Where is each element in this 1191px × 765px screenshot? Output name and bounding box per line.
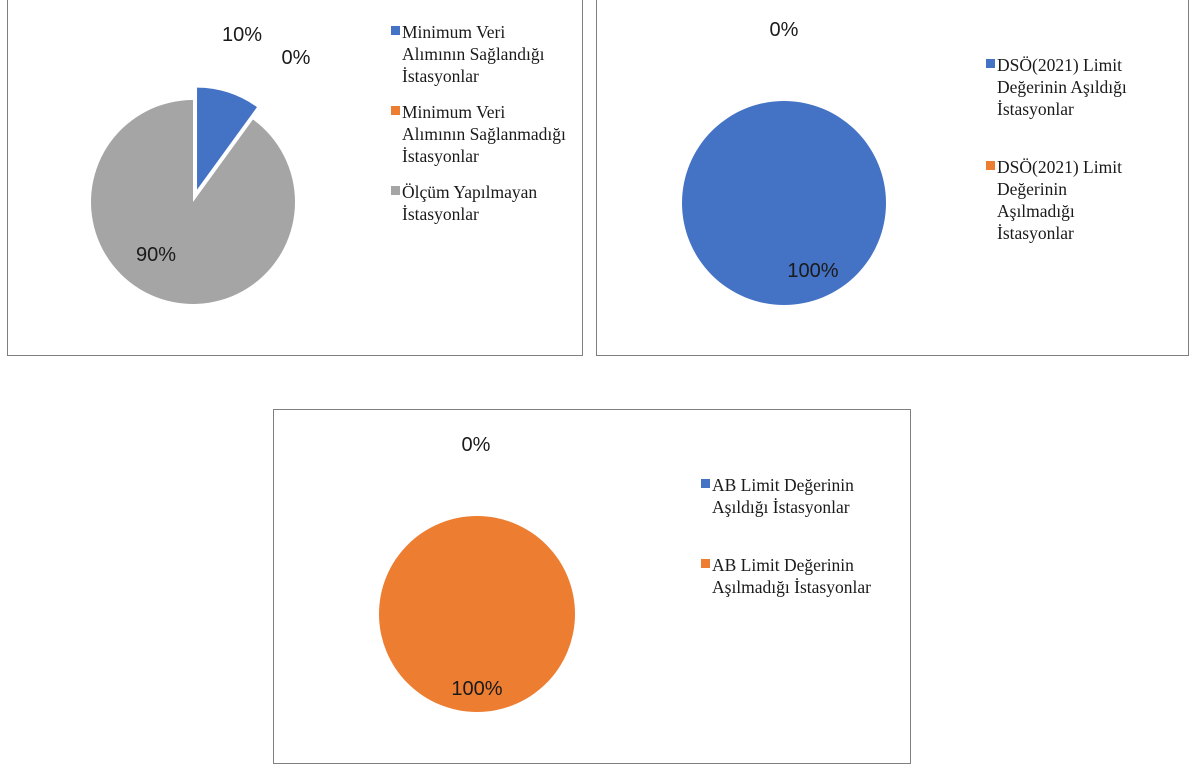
data-label-slice-1: 100%	[787, 260, 838, 282]
legend-item: Minimum Veri Alımının Sağlanmadığı İstas…	[391, 101, 571, 167]
legend-item: DSÖ(2021) Limit Değerinin Aşılmadığı İst…	[986, 156, 1181, 244]
legend-swatch	[391, 106, 400, 115]
legend-label: AB Limit Değerinin Aşıldığı İstasyonlar	[712, 475, 854, 517]
legend-2: DSÖ(2021) Limit Değerinin Aşıldığı İstas…	[986, 54, 1181, 258]
data-label-slice-1: 0%	[462, 434, 491, 456]
legend-swatch	[701, 479, 710, 488]
pie-slice-3	[91, 100, 296, 304]
legend-label: DSÖ(2021) Limit Değerinin Aşılmadığı İst…	[997, 157, 1122, 243]
chart-panel-2: 100% 0% DSÖ(2021) Limit Değerinin Aşıldı…	[596, 0, 1189, 356]
pie-chart-2: 100% 0%	[682, 19, 886, 305]
legend-label: DSÖ(2021) Limit Değerinin Aşıldığı İstas…	[997, 55, 1127, 119]
legend-label: Minimum Veri Alımının Sağlanmadığı İstas…	[402, 102, 566, 166]
legend-label: AB Limit Değerinin Aşılmadığı İstasyonla…	[712, 555, 871, 597]
legend-swatch	[391, 186, 400, 195]
data-label-slice-2: 100%	[451, 678, 502, 700]
data-label-slice-3: 90%	[136, 244, 176, 266]
pie-slice-1	[197, 87, 257, 190]
chart-panel-3: 0% 100% AB Limit Değerinin Aşıldığı İsta…	[273, 409, 911, 764]
legend-item: Ölçüm Yapılmayan İstasyonlar	[391, 181, 571, 225]
legend-1: Minimum Veri Alımının Sağlandığı İstasyo…	[391, 21, 571, 239]
legend-swatch	[391, 26, 400, 35]
pie-chart-1: 10% 0% 90%	[91, 24, 311, 304]
legend-swatch	[986, 59, 995, 68]
legend-swatch	[701, 559, 710, 568]
legend-item: AB Limit Değerinin Aşılmadığı İstasyonla…	[701, 554, 906, 598]
legend-item: AB Limit Değerinin Aşıldığı İstasyonlar	[701, 474, 906, 518]
data-label-slice-2: 0%	[282, 47, 311, 69]
legend-item: Minimum Veri Alımının Sağlandığı İstasyo…	[391, 21, 571, 87]
legend-swatch	[986, 161, 995, 170]
data-label-slice-1: 10%	[222, 24, 262, 46]
data-label-slice-2: 0%	[770, 19, 799, 41]
pie-chart-3: 0% 100%	[379, 434, 575, 712]
legend-3: AB Limit Değerinin Aşıldığı İstasyonlar …	[701, 474, 906, 612]
legend-label: Minimum Veri Alımının Sağlandığı İstasyo…	[402, 22, 545, 86]
pie-slice-1	[682, 101, 886, 305]
chart-panel-1: 10% 0% 90% Minimum Veri Alımının Sağland…	[7, 0, 583, 356]
legend-label: Ölçüm Yapılmayan İstasyonlar	[402, 182, 538, 224]
legend-item: DSÖ(2021) Limit Değerinin Aşıldığı İstas…	[986, 54, 1181, 120]
pie-slice-2	[379, 516, 575, 712]
